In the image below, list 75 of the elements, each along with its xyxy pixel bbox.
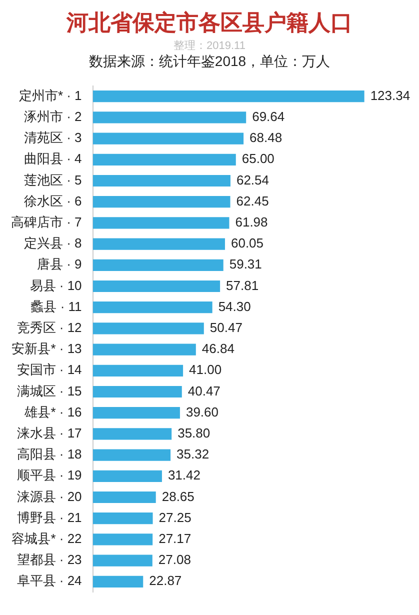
y-tick-label: 清苑区 · 3 bbox=[24, 130, 82, 146]
data-label: 69.64 bbox=[252, 109, 285, 124]
data-label: 22.87 bbox=[149, 573, 182, 588]
y-tick-label: 雄县* · 16 bbox=[24, 404, 82, 420]
y-tick-label: 竞秀区 · 12 bbox=[16, 320, 82, 336]
bar bbox=[92, 259, 224, 271]
bar bbox=[92, 90, 364, 102]
bar bbox=[92, 322, 204, 334]
bar bbox=[92, 217, 230, 229]
text: 整理：2019.11 bbox=[172, 39, 246, 53]
chart-subtitle: 数据来源：统计年鉴2018，单位：万人 bbox=[88, 53, 332, 71]
y-tick-label: 顺平县 · 19 bbox=[16, 468, 82, 483]
bar bbox=[92, 386, 182, 398]
y-tick-label: 定兴县 · 8 bbox=[24, 236, 82, 251]
bar bbox=[92, 576, 144, 588]
data-label: 59.31 bbox=[229, 256, 262, 272]
data-label: 31.42 bbox=[168, 468, 200, 483]
bar bbox=[92, 534, 153, 546]
y-tick-label: 涞源县 · 20 bbox=[16, 488, 82, 504]
data-label: 57.81 bbox=[226, 278, 259, 293]
data-label: 123.34 bbox=[370, 88, 410, 103]
y-tick-label: 定州市* · 1 bbox=[18, 88, 82, 103]
y-tick-label: 望都县 · 23 bbox=[16, 552, 82, 568]
bar bbox=[92, 407, 180, 419]
y-tick-label: 易县 · 10 bbox=[30, 278, 82, 293]
bar bbox=[92, 554, 152, 566]
bar bbox=[92, 132, 244, 144]
y-tick-label: 曲阳县 · 4 bbox=[24, 151, 82, 166]
bar bbox=[92, 112, 246, 124]
data-label: 28.65 bbox=[162, 488, 194, 504]
y-tick-label: 高碑店市 · 7 bbox=[10, 214, 82, 230]
data-label: 35.32 bbox=[176, 446, 210, 462]
data-label: 60.05 bbox=[230, 236, 264, 251]
bar bbox=[92, 364, 184, 376]
y-tick-label: 涿州市 · 2 bbox=[24, 109, 82, 124]
data-label: 68.48 bbox=[250, 130, 282, 146]
data-label: 35.80 bbox=[178, 426, 210, 441]
bar bbox=[92, 154, 236, 166]
data-label: 27.08 bbox=[158, 552, 191, 568]
y-tick-label: 容城县* · 22 bbox=[12, 531, 82, 546]
y-tick-label: 唐县 · 9 bbox=[36, 256, 82, 272]
bar bbox=[92, 428, 172, 440]
bar bbox=[92, 344, 196, 356]
bar bbox=[92, 491, 156, 504]
data-label: 61.98 bbox=[235, 214, 268, 230]
data-label: 62.45 bbox=[236, 193, 269, 208]
y-tick-label: 莲池区 · 5 bbox=[24, 172, 82, 188]
y-tick-label: 安新县* · 13 bbox=[12, 341, 82, 356]
bar bbox=[92, 470, 162, 482]
chart-title: 河北省保定市各区县户籍人口 bbox=[65, 9, 354, 37]
y-tick-label: 高阳县 · 18 bbox=[16, 446, 82, 462]
data-label: 27.17 bbox=[158, 531, 192, 546]
y-tick-label: 阜平县 · 24 bbox=[16, 573, 82, 588]
data-label: 27.25 bbox=[158, 510, 192, 525]
bar bbox=[92, 512, 153, 524]
data-label: 40.47 bbox=[188, 383, 220, 398]
y-tick-label: 蠡县 · 11 bbox=[30, 298, 82, 314]
y-tick-label: 安国市 · 14 bbox=[16, 362, 82, 378]
bar bbox=[92, 280, 220, 292]
bar bbox=[92, 174, 230, 187]
data-label: 39.60 bbox=[186, 404, 219, 420]
data-label: 50.47 bbox=[210, 320, 242, 336]
bar bbox=[92, 302, 212, 314]
data-label: 54.30 bbox=[218, 298, 251, 314]
data-label: 46.84 bbox=[202, 341, 234, 356]
data-label: 41.00 bbox=[189, 362, 222, 378]
data-label: 62.54 bbox=[236, 172, 270, 188]
bar bbox=[92, 238, 225, 250]
y-tick-label: 满城区 · 15 bbox=[16, 383, 82, 398]
bar bbox=[92, 196, 230, 208]
y-tick-label: 涞水县 · 17 bbox=[16, 426, 82, 441]
bar bbox=[92, 449, 171, 461]
y-tick-label: 博野县 · 21 bbox=[16, 510, 82, 525]
data-label: 65.00 bbox=[242, 151, 274, 166]
y-tick-label: 徐水区 · 6 bbox=[24, 193, 82, 208]
